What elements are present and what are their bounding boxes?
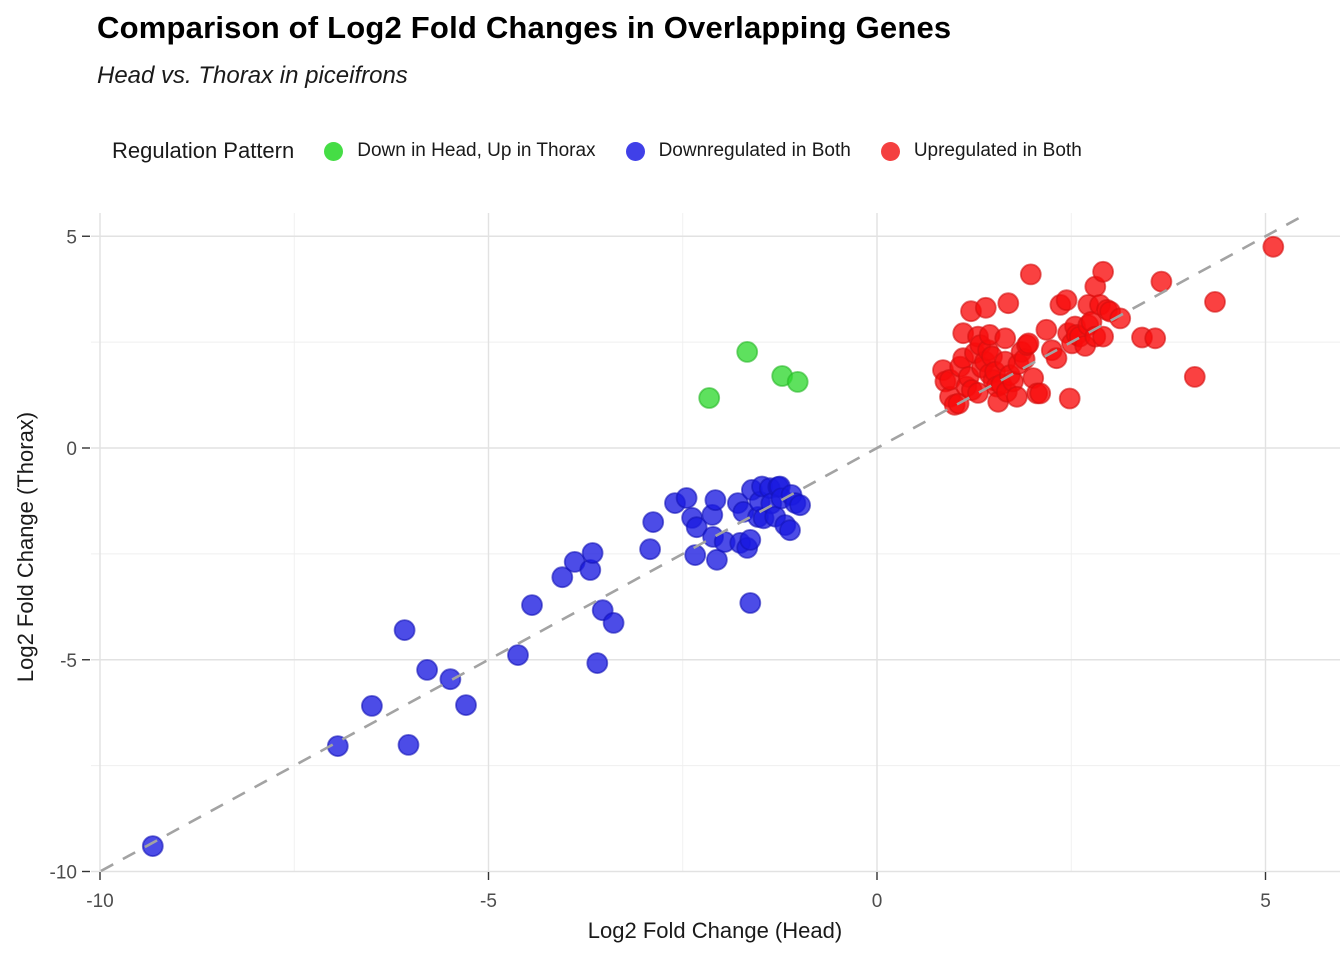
legend-dot-blue (625, 141, 645, 161)
identity-reference-line (100, 211, 1309, 873)
data-point-series-2 (1204, 290, 1226, 313)
data-point-series-2 (1183, 365, 1206, 388)
data-point-series-1 (507, 644, 529, 666)
data-point-series-1 (642, 511, 665, 533)
data-point-series-2 (1262, 235, 1285, 258)
data-point-series-0 (698, 387, 721, 409)
data-point-series-1 (739, 592, 762, 614)
y-axis-title: Log2 Fold Change (Thorax) (13, 412, 38, 682)
data-point-series-2 (1006, 385, 1028, 408)
data-point-series-1 (581, 542, 604, 564)
y-tick-label: -5 (60, 651, 77, 672)
data-point-series-2 (974, 296, 997, 319)
major-gridlines (91, 213, 1340, 873)
data-point-series-1 (393, 619, 416, 641)
data-point-series-0 (736, 340, 759, 363)
data-point-series-1 (455, 694, 477, 716)
data-point-series-1 (684, 544, 707, 566)
data-point-series-2 (997, 292, 1020, 315)
data-point-series-1 (789, 494, 811, 517)
data-point-series-0 (786, 370, 809, 393)
y-tick-label: 5 (66, 227, 77, 248)
data-point-series-1 (521, 594, 543, 616)
data-point-series-1 (602, 612, 625, 634)
data-point-series-2 (1092, 260, 1114, 283)
data-points (141, 235, 1285, 857)
legend-label-downregulated-both: Downregulated in Both (658, 140, 851, 161)
legend-label-upregulated-both: Upregulated in Both (913, 140, 1082, 161)
chart-subtitle: Head vs. Thorax in piceifrons (97, 62, 408, 89)
data-point-series-2 (1144, 327, 1167, 350)
data-point-series-2 (1035, 318, 1058, 341)
data-point-series-2 (1019, 263, 1042, 286)
data-point-series-2 (1092, 325, 1114, 348)
data-point-series-1 (141, 835, 164, 857)
data-point-series-1 (551, 566, 574, 589)
data-point-series-1 (439, 668, 462, 691)
data-point-series-2 (1055, 289, 1078, 312)
x-tick-label: 5 (1260, 891, 1271, 912)
data-point-series-2 (1150, 270, 1173, 293)
data-point-series-1 (704, 489, 727, 512)
data-point-series-1 (675, 487, 698, 509)
legend: Regulation Pattern Down in Head, Up in T… (112, 138, 1082, 164)
legend-dot-green (324, 141, 344, 161)
y-tick-label: 0 (66, 439, 77, 460)
legend-item-down-head-up-thorax: Down in Head, Up in Thorax (324, 140, 596, 162)
y-tick-label: -10 (50, 863, 77, 884)
chart-title: Comparison of Log2 Fold Changes in Overl… (97, 10, 952, 45)
x-axis-title: Log2 Fold Change (Head) (588, 918, 842, 943)
data-point-series-2 (1017, 332, 1040, 355)
data-point-series-1 (685, 516, 708, 539)
data-point-series-2 (1029, 382, 1052, 405)
x-tick-label: 0 (872, 891, 883, 912)
data-point-series-2 (994, 327, 1017, 350)
legend-title: Regulation Pattern (112, 138, 295, 163)
axis-tick-labels: -10 -5 0 5 5 0 -5 -10 (50, 227, 1271, 912)
x-tick-label: -10 (86, 891, 113, 912)
data-point-series-1 (397, 734, 420, 756)
legend-item-upregulated-both: Upregulated in Both (880, 140, 1082, 162)
data-point-series-1 (739, 529, 762, 551)
data-point-series-1 (360, 695, 383, 717)
legend-label-down-head-up-thorax: Down in Head, Up in Thorax (357, 140, 596, 161)
data-point-series-1 (706, 548, 728, 571)
data-point-series-2 (1109, 307, 1132, 330)
data-point-series-2 (1058, 387, 1081, 410)
data-point-series-1 (639, 538, 661, 561)
data-point-series-1 (416, 659, 439, 681)
data-point-series-1 (586, 652, 609, 674)
legend-item-downregulated-both: Downregulated in Both (625, 140, 851, 162)
legend-dot-red (880, 141, 900, 161)
axis-ticks (82, 235, 1267, 880)
x-tick-label: -5 (480, 891, 497, 912)
data-point-series-1 (779, 519, 801, 542)
